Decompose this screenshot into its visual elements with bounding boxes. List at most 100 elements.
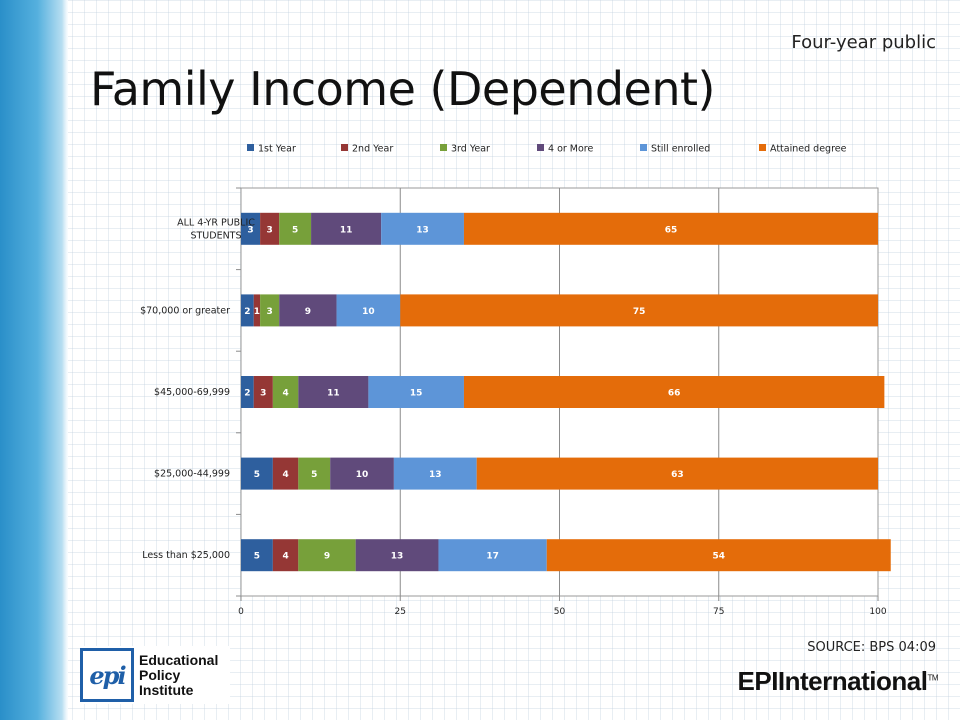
bar-segment xyxy=(330,457,394,490)
bar-segment xyxy=(272,539,299,572)
x-tick-label: 75 xyxy=(713,607,724,617)
data-label: 13 xyxy=(391,552,404,562)
slide-title: Family Income (Dependent) xyxy=(90,62,716,116)
data-label: 13 xyxy=(429,470,442,480)
legend-label: 4 or More xyxy=(548,144,594,155)
legend-swatch xyxy=(440,144,447,151)
data-label: 4 xyxy=(282,552,288,562)
bar-segment xyxy=(253,294,261,327)
data-label: 11 xyxy=(340,225,353,235)
bar-segment xyxy=(279,294,337,327)
epi-logo-line: Educational xyxy=(139,651,219,668)
data-label: 4 xyxy=(282,389,288,399)
data-label: 17 xyxy=(486,552,499,562)
x-tick-label: 100 xyxy=(869,607,886,617)
bar-segment xyxy=(241,376,254,408)
legend-swatch xyxy=(341,144,348,151)
bar-segment xyxy=(241,457,273,490)
bar-segment xyxy=(311,212,382,245)
data-label: 2 xyxy=(244,389,250,399)
data-label: 2 xyxy=(244,307,250,317)
bar-segment xyxy=(546,539,891,572)
left-decorative-band xyxy=(0,0,68,720)
bar-segment xyxy=(393,457,477,490)
legend-label: 2nd Year xyxy=(352,144,393,155)
epi-logo-text: Educational Policy Institute xyxy=(139,651,219,698)
data-label: 10 xyxy=(362,307,375,317)
legend-label: Still enrolled xyxy=(651,144,710,155)
data-label: 4 xyxy=(282,470,288,480)
legend-label: Attained degree xyxy=(770,144,847,155)
category-label: $25,000-44,999 xyxy=(154,469,230,480)
category-label-line: $25,000-44,999 xyxy=(154,469,230,480)
epi-logo: epi Educational Policy Institute xyxy=(80,646,230,704)
legend-label: 1st Year xyxy=(258,144,296,155)
x-tick-label: 25 xyxy=(395,607,406,617)
bar-segment xyxy=(241,212,261,245)
epi-international-wordmark: EPIInternational xyxy=(737,666,928,696)
data-label: 5 xyxy=(292,225,298,235)
bar-segment xyxy=(241,539,273,572)
bar-segment xyxy=(298,539,356,572)
bar-segment xyxy=(298,457,331,490)
category-label: ALL 4-YR PUBLIC STUDENTS xyxy=(177,217,255,241)
bar-segment xyxy=(368,376,464,408)
data-label: 66 xyxy=(668,389,681,399)
data-label: 9 xyxy=(305,307,311,317)
bar-segment xyxy=(253,376,273,408)
data-label: 75 xyxy=(633,307,646,317)
trademark-mark: TM xyxy=(927,673,938,683)
bar-segment xyxy=(438,539,547,572)
bar-segment xyxy=(476,457,878,490)
bar-segment xyxy=(336,294,401,327)
category-label-line: $70,000 or greater xyxy=(140,305,230,316)
data-label: 5 xyxy=(254,470,260,480)
category-label: $45,000-69,999 xyxy=(154,387,230,398)
data-label: 3 xyxy=(267,225,273,235)
epi-logo-line: Institute xyxy=(139,681,194,698)
bar-segment xyxy=(272,457,299,490)
data-label: 10 xyxy=(356,470,369,480)
category-label-line: STUDENTS xyxy=(190,230,241,241)
bar-segment xyxy=(298,376,369,408)
bar-segment xyxy=(272,376,299,408)
bar-segment xyxy=(355,539,439,572)
legend-swatch xyxy=(247,144,254,151)
data-label: 11 xyxy=(327,389,340,399)
data-label: 65 xyxy=(665,225,678,235)
bar-segment xyxy=(463,212,878,245)
data-label: 63 xyxy=(671,470,684,480)
category-label-line: $45,000-69,999 xyxy=(154,387,230,398)
category-label: $70,000 or greater xyxy=(140,305,230,316)
data-label: 1 xyxy=(254,307,260,317)
category-label: Less than $25,000 xyxy=(142,550,230,561)
source-note: SOURCE: BPS 04:09 xyxy=(807,640,936,655)
legend-swatch xyxy=(640,144,647,151)
data-label: 3 xyxy=(247,225,253,235)
x-tick-label: 50 xyxy=(554,607,566,617)
bar-segment xyxy=(260,212,280,245)
data-label: 5 xyxy=(311,470,317,480)
epi-logo-line: Policy xyxy=(139,666,181,683)
data-label: 54 xyxy=(712,552,725,562)
slide-subtitle: Four-year public xyxy=(791,32,936,53)
data-label: 9 xyxy=(324,552,330,562)
category-label-line: Less than $25,000 xyxy=(142,550,230,561)
legend-swatch xyxy=(537,144,544,151)
bar-segment xyxy=(400,294,878,327)
epi-international-logo: EPIInternationalTM xyxy=(737,666,939,697)
x-tick-label: 0 xyxy=(238,607,244,617)
bar-segment xyxy=(279,212,312,245)
legend-swatch xyxy=(759,144,766,151)
data-label: 15 xyxy=(410,389,423,399)
bar-segment xyxy=(260,294,280,327)
bar-segment xyxy=(463,376,885,408)
bar-segment xyxy=(381,212,464,245)
category-label-line: ALL 4-YR PUBLIC xyxy=(177,217,255,228)
data-label: 13 xyxy=(416,225,429,235)
data-label: 3 xyxy=(260,389,266,399)
bar-segment xyxy=(241,294,254,327)
epi-logo-mark: epi xyxy=(80,648,134,702)
legend-label: 3rd Year xyxy=(451,144,490,155)
